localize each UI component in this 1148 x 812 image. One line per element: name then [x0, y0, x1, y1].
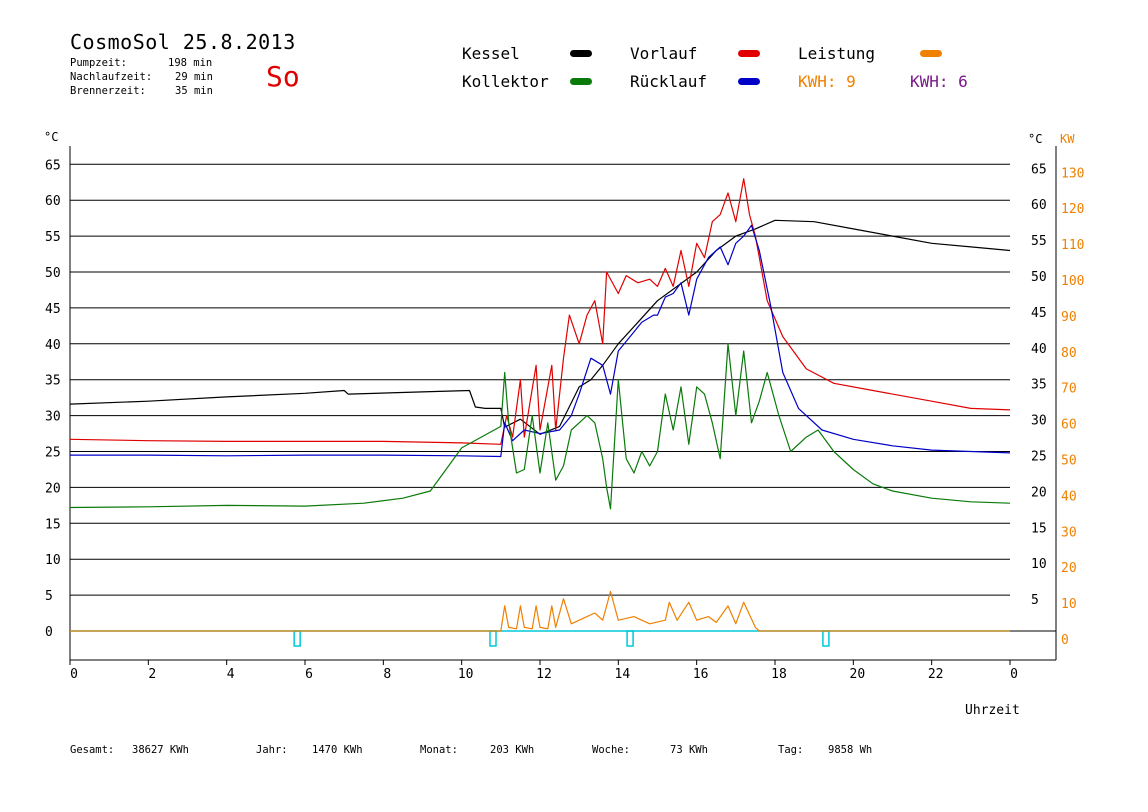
x-tick-label: 14 [615, 667, 631, 682]
stat-pumpzeit: Pumpzeit: 198 min [70, 57, 213, 69]
x-tick-label: 20 [850, 667, 866, 682]
series-line-vorlauf [69, 178, 1011, 445]
y-tick-label-right: 45 [1031, 306, 1047, 321]
y-tick-label-kw: 10 [1061, 597, 1077, 612]
chart-title: CosmoSol 25.8.2013 [70, 30, 296, 54]
y-tick-label-left: 60 [45, 194, 61, 209]
footer-jahr: Jahr: 1470 KWh [256, 744, 363, 756]
brenner-marker [822, 630, 830, 647]
y-tick-label-kw: 30 [1061, 525, 1077, 540]
y-tick-label-right: 5 [1031, 593, 1039, 608]
y-tick-label-right: 50 [1031, 270, 1047, 285]
y-tick-label-right: 55 [1031, 234, 1047, 249]
y-tick-label-left: 25 [45, 446, 61, 461]
y-axis-unit-right: °C [1028, 132, 1042, 146]
legend-kessel-label: Kessel [462, 44, 520, 63]
y-tick-label-left: 65 [45, 158, 61, 173]
legend-kwh-second: KWH: 6 [910, 72, 968, 91]
y-tick-label-left: 20 [45, 481, 61, 496]
y-tick-label-right: 15 [1031, 521, 1047, 536]
y-tick-label-left: 30 [45, 410, 61, 425]
chart-grid [70, 163, 1010, 596]
y-tick-label-kw: 50 [1061, 454, 1077, 469]
legend-kollektor-label: Kollektor [462, 72, 549, 91]
y-tick-label-kw: 70 [1061, 382, 1077, 397]
x-tick-label: 0 [70, 667, 78, 682]
y-tick-label-left: 35 [45, 374, 61, 389]
y-tick-label-left: 50 [45, 266, 61, 281]
y-tick-label-left: 40 [45, 338, 61, 353]
series-line-kollektor [69, 343, 1011, 510]
x-tick-label: 18 [771, 667, 787, 682]
legend-kollektor-swatch [570, 78, 592, 85]
y-tick-label-right: 60 [1031, 198, 1047, 213]
series-line-rcklauf [70, 224, 1011, 458]
x-tick-label: 12 [536, 667, 552, 682]
y-tick-label-right: 35 [1031, 378, 1047, 393]
footer-tag: Tag: 9858 Wh [778, 744, 873, 756]
legend-ruecklauf-swatch [738, 78, 760, 85]
x-tick-label: 8 [383, 667, 391, 682]
chart-tick-labels: 0510152025303540455055606551015202530354… [45, 158, 1084, 682]
y-tick-label-kw: 120 [1061, 202, 1084, 217]
y-tick-label-left: 5 [45, 589, 53, 604]
y-tick-label-left: 45 [45, 302, 61, 317]
legend-vorlauf-swatch [738, 50, 760, 57]
y-tick-label-kw: 130 [1061, 166, 1084, 181]
legend-vorlauf-label: Vorlauf [630, 44, 698, 63]
brenner-marker [489, 630, 497, 647]
y-tick-label-kw: 100 [1061, 274, 1084, 289]
weekday-label: So [266, 60, 300, 93]
stat-brennerzeit: Brennerzeit: 35 min [70, 85, 213, 97]
legend-kwh-solar: KWH: 9 [798, 72, 856, 91]
legend-leistung-swatch [920, 50, 942, 57]
x-tick-label: 6 [305, 667, 313, 682]
y-tick-label-right: 30 [1031, 414, 1047, 429]
series-line-kessel [69, 219, 1011, 435]
y-tick-label-kw: 80 [1061, 346, 1077, 361]
legend-kessel-swatch [570, 50, 592, 57]
y-axis-unit-kw: KW [1060, 132, 1075, 146]
y-tick-label-right: 20 [1031, 485, 1047, 500]
y-tick-label-left: 55 [45, 230, 61, 245]
y-tick-label-left: 10 [45, 553, 61, 568]
y-tick-label-right: 25 [1031, 450, 1047, 465]
y-tick-label-right: 10 [1031, 557, 1047, 572]
x-tick-label: 22 [928, 667, 944, 682]
footer-woche: Woche: 73 KWh [592, 744, 708, 756]
x-tick-label: 4 [227, 667, 235, 682]
y-tick-label-left: 0 [45, 625, 53, 640]
y-tick-label-kw: 90 [1061, 310, 1077, 325]
y-tick-label-kw: 20 [1061, 561, 1077, 576]
legend-leistung-label: Leistung [798, 44, 876, 63]
footer-gesamt: Gesamt: 38627 KWh [70, 744, 189, 756]
x-tick-label: 10 [458, 667, 474, 682]
chart-axes [69, 146, 1057, 665]
y-tick-label-kw: 110 [1061, 238, 1084, 253]
x-tick-label: 16 [693, 667, 709, 682]
legend-ruecklauf-label: Rücklauf [630, 72, 708, 91]
brenner-marker [626, 630, 634, 647]
chart-series [69, 178, 1056, 647]
y-tick-label-right: 40 [1031, 342, 1047, 357]
x-tick-label: 2 [148, 667, 156, 682]
footer-monat: Monat: 203 KWh [420, 744, 535, 756]
y-tick-label-left: 15 [45, 517, 61, 532]
x-axis-label: Uhrzeit [965, 703, 1020, 718]
x-tick-label: 0 [1010, 667, 1018, 682]
y-tick-label-kw: 60 [1061, 418, 1077, 433]
y-tick-label-kw: 0 [1061, 633, 1069, 648]
y-tick-label-right: 65 [1031, 162, 1047, 177]
y-axis-unit-left: °C [44, 130, 58, 144]
series-line-leistung [70, 590, 1010, 632]
y-tick-label-kw: 40 [1061, 489, 1077, 504]
stat-nachlaufzeit: Nachlaufzeit: 29 min [70, 71, 213, 83]
brenner-marker [293, 630, 301, 647]
